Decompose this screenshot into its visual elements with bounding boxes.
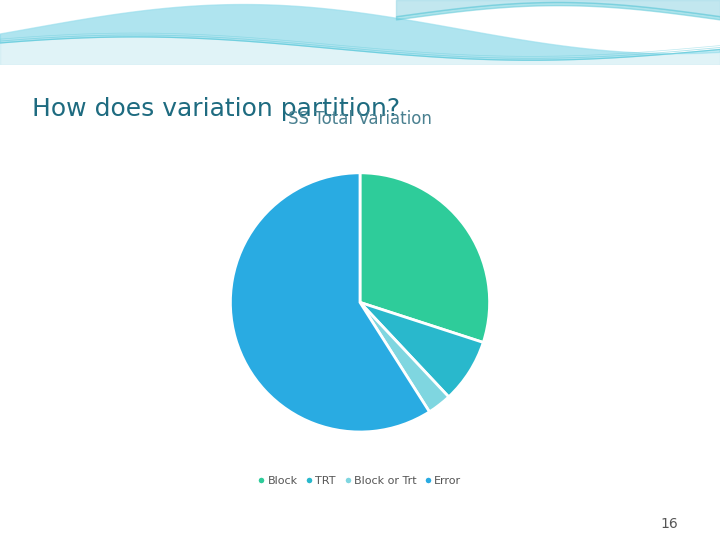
Wedge shape bbox=[360, 173, 490, 342]
Legend: Block, TRT, Block or Trt, Error: Block, TRT, Block or Trt, Error bbox=[256, 474, 464, 488]
Wedge shape bbox=[360, 302, 449, 412]
Text: How does variation partition?: How does variation partition? bbox=[32, 97, 400, 121]
Text: 16: 16 bbox=[661, 517, 678, 531]
Wedge shape bbox=[360, 302, 483, 397]
Wedge shape bbox=[230, 173, 429, 432]
Title: SS Total Variation: SS Total Variation bbox=[288, 110, 432, 128]
